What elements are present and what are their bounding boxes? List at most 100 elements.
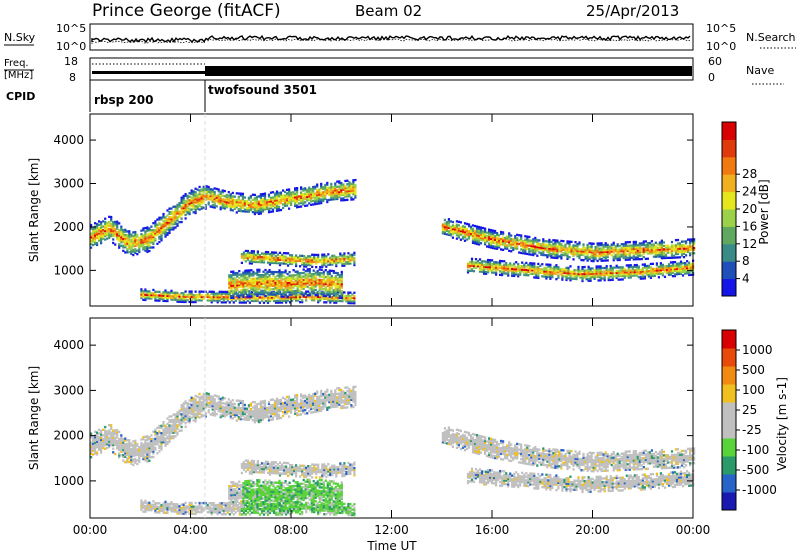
power-cell bbox=[110, 217, 113, 220]
power-cell bbox=[504, 238, 507, 241]
power-cell bbox=[620, 255, 623, 258]
power-cell bbox=[202, 189, 205, 192]
power-cell bbox=[630, 244, 633, 247]
cpid-mode-1: rbsp 200 bbox=[94, 93, 153, 107]
velocity-cell bbox=[144, 450, 147, 453]
power-cell bbox=[510, 246, 513, 249]
power-cell bbox=[271, 210, 275, 213]
power-cell bbox=[229, 203, 232, 206]
power-cell bbox=[659, 262, 662, 265]
power-cell bbox=[526, 252, 529, 256]
power-cell bbox=[293, 257, 296, 261]
power-cell bbox=[194, 205, 197, 208]
power-cell bbox=[248, 293, 251, 296]
power-cell bbox=[248, 260, 251, 263]
power-cell bbox=[542, 250, 545, 253]
power-cell bbox=[574, 246, 577, 249]
power-cell bbox=[170, 216, 173, 219]
velocity-cell bbox=[118, 439, 121, 443]
power-cell bbox=[600, 252, 603, 255]
power-cell bbox=[270, 288, 273, 291]
power-cell bbox=[172, 298, 175, 301]
cpid-panel: CPID rbsp 200 twofsound 3501 bbox=[6, 80, 317, 112]
power-cell bbox=[593, 272, 596, 275]
power-cell bbox=[262, 277, 265, 280]
power-cell bbox=[477, 241, 481, 244]
power-cell bbox=[681, 262, 685, 265]
velocity-cell bbox=[96, 433, 99, 436]
power-cell bbox=[294, 201, 297, 204]
power-cell bbox=[311, 265, 314, 268]
velocity-cell bbox=[114, 436, 117, 439]
power-cell bbox=[655, 271, 658, 274]
power-cell bbox=[306, 192, 309, 195]
velocity-cell bbox=[102, 437, 105, 441]
power-cell bbox=[644, 250, 647, 253]
power-cell bbox=[325, 262, 328, 265]
power-cell bbox=[341, 255, 344, 259]
power-cell bbox=[265, 202, 269, 205]
power-cell bbox=[471, 224, 475, 227]
power-cell bbox=[489, 259, 492, 262]
velocity-cell bbox=[104, 431, 107, 434]
power-cell bbox=[351, 296, 354, 300]
power-cell bbox=[337, 256, 340, 259]
power-cell bbox=[538, 244, 541, 247]
power-cell bbox=[332, 278, 335, 281]
power-cell bbox=[302, 280, 305, 283]
power-cell bbox=[241, 194, 244, 197]
power-cell bbox=[289, 301, 292, 304]
power-cell bbox=[242, 281, 245, 285]
velocity-cell bbox=[110, 436, 113, 440]
power-cell bbox=[687, 238, 690, 241]
power-cell bbox=[242, 299, 245, 302]
power-cell bbox=[455, 228, 458, 232]
power-cell bbox=[540, 253, 543, 256]
power-cell bbox=[242, 256, 245, 259]
power-cell bbox=[227, 203, 230, 206]
power-cell bbox=[326, 192, 329, 195]
power-cell bbox=[662, 251, 665, 254]
power-cell bbox=[146, 250, 149, 253]
power-cell bbox=[308, 197, 311, 200]
power-cell bbox=[582, 248, 585, 251]
power-cell bbox=[546, 250, 549, 253]
power-cell bbox=[350, 198, 353, 201]
power-cell bbox=[162, 298, 165, 301]
power-cell bbox=[336, 280, 339, 284]
power-cell bbox=[487, 258, 490, 262]
power-cell bbox=[274, 283, 277, 286]
velocity-cell bbox=[122, 453, 125, 457]
velocity-cell bbox=[116, 430, 119, 434]
power-cell bbox=[296, 272, 299, 275]
power-cell bbox=[237, 209, 240, 212]
power-cell bbox=[339, 259, 342, 262]
power-cell bbox=[273, 199, 277, 202]
power-cell bbox=[643, 266, 646, 270]
power-cell bbox=[504, 236, 507, 240]
power-cell bbox=[554, 244, 557, 247]
power-cell bbox=[485, 264, 488, 267]
power-cell bbox=[503, 267, 506, 270]
power-cell bbox=[256, 253, 259, 257]
power-cell bbox=[200, 197, 203, 200]
power-cell bbox=[566, 252, 569, 255]
power-cell bbox=[260, 279, 263, 282]
power-cell bbox=[558, 250, 561, 253]
power-cell bbox=[622, 255, 625, 258]
power-cell bbox=[520, 251, 523, 255]
power-cell bbox=[270, 281, 273, 284]
power-cell bbox=[238, 299, 241, 302]
power-cell bbox=[586, 259, 589, 262]
power-cell bbox=[484, 243, 487, 246]
power-cell bbox=[573, 276, 576, 279]
power-cell bbox=[329, 299, 332, 302]
power-cell bbox=[184, 300, 187, 304]
power-cell bbox=[306, 190, 309, 193]
power-cell bbox=[308, 269, 311, 273]
velocity-cell bbox=[110, 431, 113, 434]
power-cell bbox=[565, 270, 568, 273]
power-cell bbox=[250, 283, 253, 286]
power-cell bbox=[558, 241, 561, 244]
power-cell bbox=[455, 234, 458, 237]
